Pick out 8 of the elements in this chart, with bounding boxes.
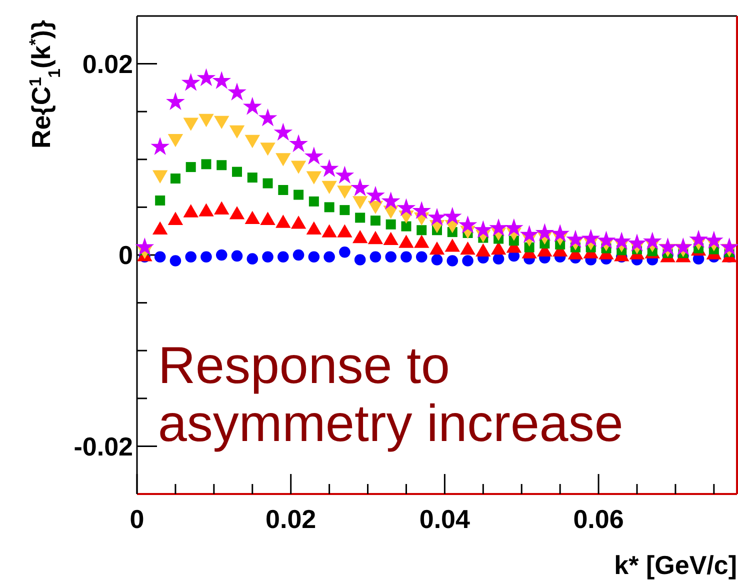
x-axis-title: k* [GeV/c] [614,550,737,580]
y-tick-label: 0 [118,240,133,270]
y-tick-label: 0.02 [82,48,133,79]
x-tick-label: 0.02 [266,504,316,534]
x-tick-label: 0.06 [573,504,624,534]
annotation: Response to asymmetry increase [158,337,624,453]
x-tick-label: 0.04 [419,504,471,534]
y-tick-label: -0.02 [74,431,133,462]
